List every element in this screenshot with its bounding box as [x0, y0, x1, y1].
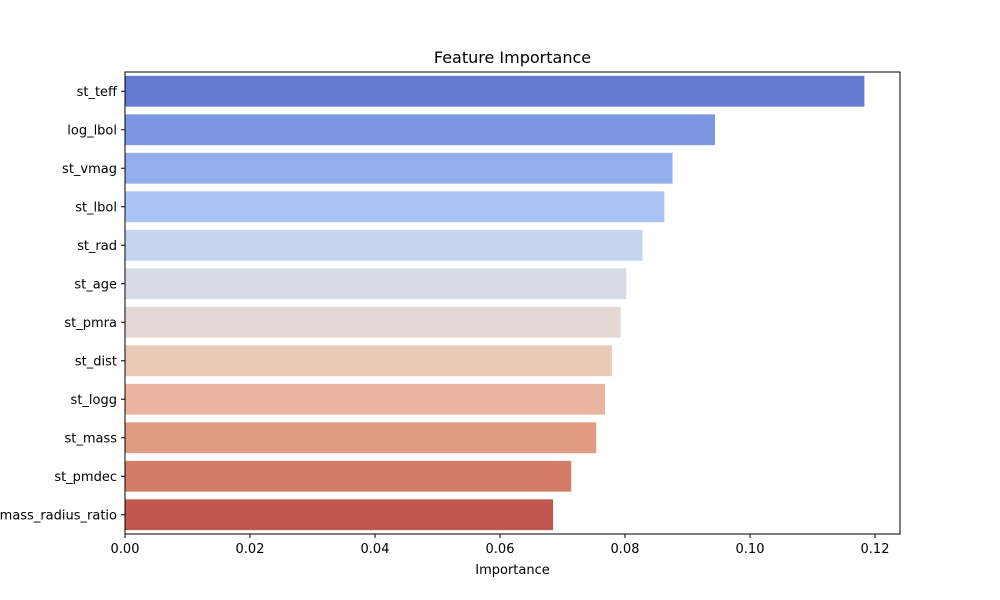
chart-title: Feature Importance [434, 48, 591, 67]
bar-st-rad [125, 229, 643, 261]
y-tick-label: st_mass [64, 431, 117, 446]
x-tick-label: 0.10 [736, 542, 765, 557]
y-tick-label: st_logg [71, 393, 117, 408]
bars-group [125, 75, 865, 531]
bar-st-dist [125, 345, 612, 377]
y-tick-label: st_teff [77, 85, 118, 100]
x-axis-label: Importance [475, 563, 550, 578]
bar-st-mass [125, 422, 597, 454]
y-tick-label: st_lbol [75, 200, 117, 215]
x-axis-ticks: 0.00 0.02 0.04 0.06 0.08 0.10 0.12 [111, 534, 890, 557]
bar-st-pmdec [125, 460, 572, 492]
x-tick-label: 0.02 [236, 542, 265, 557]
x-tick-label: 0.06 [486, 542, 515, 557]
bar-st-teff [125, 75, 865, 107]
y-axis-ticks: st_teff log_lbol st_vmag st_lbol st_rad st_ag… [0, 85, 125, 523]
x-tick-label: 0.00 [111, 542, 140, 557]
bar-st-lbol [125, 191, 665, 223]
plot-frame [124, 71, 901, 535]
x-tick-label: 0.12 [861, 542, 890, 557]
y-tick-label: st_age [74, 277, 117, 292]
bar-st-age [125, 268, 627, 300]
y-tick-label: st_pmdec [54, 470, 117, 485]
y-tick-label: mass_radius_ratio [0, 508, 117, 523]
bar-st-logg [125, 383, 605, 415]
x-tick-label: 0.04 [361, 542, 390, 557]
x-tick-label: 0.08 [611, 542, 640, 557]
y-tick-label: log_lbol [67, 123, 117, 138]
bar-st-pmra [125, 306, 621, 338]
y-tick-label: st_dist [75, 354, 117, 369]
y-tick-label: st_rad [77, 239, 117, 254]
y-tick-label: st_vmag [62, 162, 117, 177]
bar-log-lbol [125, 114, 715, 146]
bar-st-vmag [125, 152, 673, 184]
y-tick-label: st_pmra [64, 316, 117, 331]
bar-mass-radius-ratio [125, 499, 554, 531]
